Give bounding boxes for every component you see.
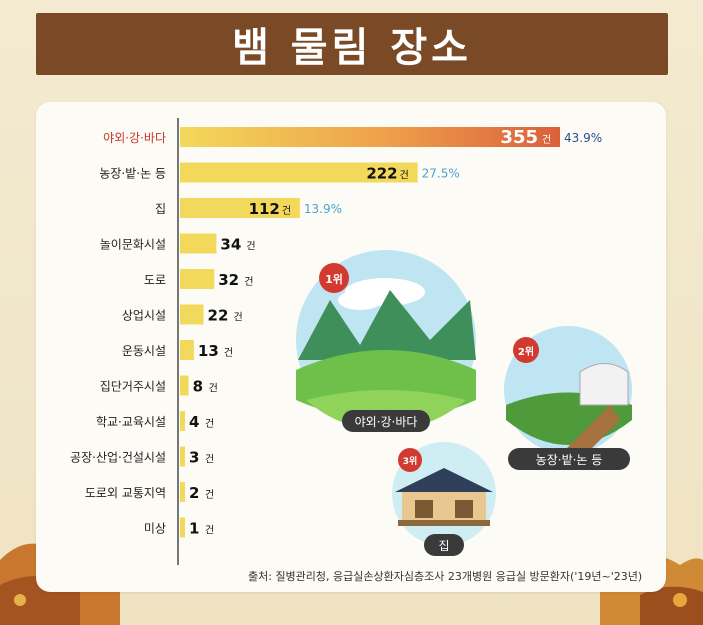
category-label: 농장·밭·논 등: [99, 167, 166, 181]
illustration-3-rank: 3위: [403, 455, 418, 467]
bar: [180, 411, 185, 431]
unit-label: 건: [234, 312, 243, 324]
category-label: 도로외 교통지역: [85, 486, 166, 500]
illustration-2-caption: 농장·밭·논 등: [536, 453, 603, 467]
value-label: 2: [189, 484, 199, 502]
bar: [180, 446, 185, 467]
value-label: 112: [249, 200, 280, 218]
unit-label: 건: [282, 205, 291, 217]
value-label: 222: [366, 165, 397, 183]
category-label: 집: [155, 202, 166, 216]
unit-label: 건: [205, 489, 214, 501]
value-label: 3: [189, 449, 199, 467]
bar: [180, 162, 418, 183]
unit-label: 건: [224, 347, 233, 359]
unit-label: 건: [246, 241, 255, 253]
value-label: 8: [193, 378, 203, 396]
illustration-farm: 농장·밭·논 등 2위: [504, 326, 632, 470]
unit-label: 건: [209, 383, 218, 395]
bar: [180, 375, 189, 396]
bar: [180, 482, 185, 502]
unit-label: 건: [244, 276, 253, 288]
bar: [180, 127, 560, 147]
illustration-house: 집 3위: [392, 442, 496, 556]
unit-label: 건: [205, 418, 214, 430]
category-label: 놀이문화시설: [100, 238, 166, 252]
unit-label: 건: [542, 134, 551, 146]
unit-label: 건: [205, 525, 214, 537]
value-label: 4: [189, 413, 199, 431]
category-label: 도로: [144, 273, 166, 287]
category-label: 공장·산업·건설시설: [70, 451, 166, 465]
source-note: 출처: 질병관리청, 응급실손상환자심층조사 23개병원 응급실 방문환자('1…: [248, 570, 643, 583]
category-label: 미상: [144, 522, 166, 536]
category-label: 학교·교육시설: [96, 415, 166, 429]
value-label: 1: [189, 520, 199, 538]
bar: [180, 269, 215, 289]
value-label: 22: [208, 307, 229, 325]
percent-label: 43.9%: [564, 131, 602, 145]
category-label: 야외·강·바다: [103, 131, 166, 145]
illustration-2-rank: 2위: [518, 345, 534, 358]
illustration-1-caption: 야외·강·바다: [355, 415, 418, 429]
category-label: 운동시설: [122, 344, 166, 358]
unit-label: 건: [205, 454, 214, 466]
value-label: 32: [218, 271, 239, 289]
value-label: 13: [198, 342, 219, 360]
category-label: 상업시설: [122, 309, 166, 323]
value-label: 355: [500, 127, 538, 148]
illustration-outdoor: 야외·강·바다 1위: [296, 250, 476, 432]
bar: [180, 233, 217, 254]
percent-label: 27.5%: [422, 167, 460, 181]
bar: [180, 304, 204, 325]
percent-label: 13.9%: [304, 202, 342, 216]
bar: [180, 517, 185, 538]
category-label: 집단거주시설: [100, 380, 166, 394]
bar: [180, 198, 300, 218]
value-label: 34: [220, 236, 241, 254]
unit-label: 건: [400, 170, 409, 182]
bar: [180, 340, 194, 360]
illustration-3-caption: 집: [438, 539, 449, 553]
page-title: 뱀 물림 장소: [232, 25, 472, 71]
illustration-1-rank: 1위: [325, 273, 343, 286]
title-banner: 뱀 물림 장소: [36, 13, 668, 75]
